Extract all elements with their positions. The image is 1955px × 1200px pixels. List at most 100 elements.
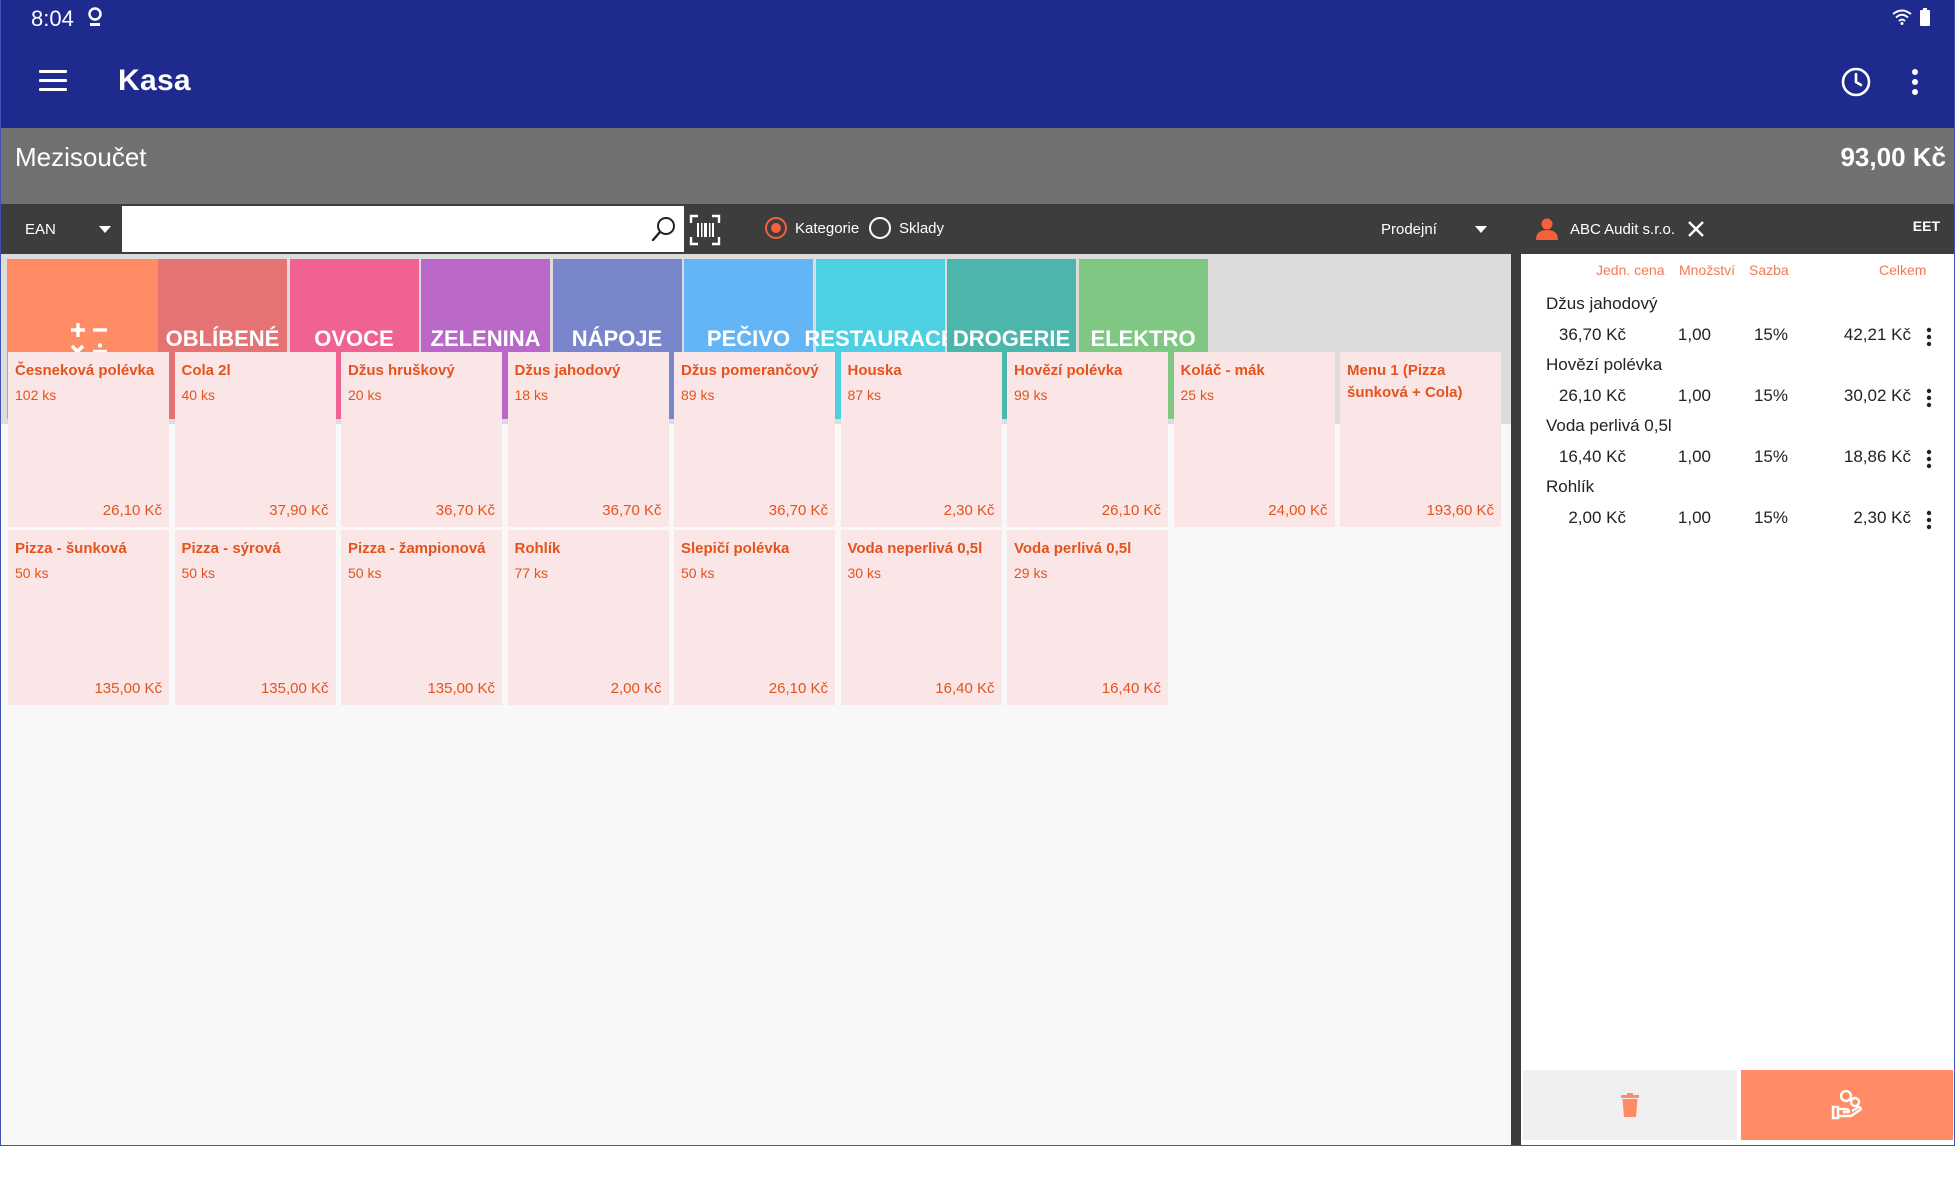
filter-option-kategorie[interactable]: Kategorie — [765, 217, 859, 239]
hamburger-icon-line — [39, 79, 67, 82]
product-name: Pizza - žampionová — [348, 540, 486, 557]
app-bar: 8:04 Kasa — [1, 0, 1954, 128]
cart-item-rate: 15% — [1753, 508, 1788, 527]
cart-panel: Jedn. cena Množství Sazba Celkem Džus ja… — [1521, 254, 1954, 1145]
status-icons — [1892, 8, 1930, 26]
product-name: Džus hruškový — [348, 362, 455, 379]
filter-option-label: Kategorie — [795, 219, 860, 237]
cart-item-name: Voda perlivá 0,5l — [1546, 416, 1672, 435]
search-type-dropdown[interactable]: EAN — [11, 204, 119, 254]
product-stock: 102 ks — [15, 387, 57, 403]
filter-option-sklady[interactable]: Sklady — [869, 217, 944, 239]
pay-button[interactable] — [1741, 1070, 1953, 1140]
product-tile[interactable]: Houska 87 ks 2,30 Kč — [840, 352, 1002, 527]
cart-row[interactable]: Voda perlivá 0,5l 16,40 Kč 1,00 15% 18,86 Kč — [1521, 416, 1954, 474]
cart-row[interactable]: Hovězí polévka 26,10 Kč 1,00 15% 30,02 Kč — [1521, 355, 1954, 413]
more-vertical-icon[interactable] — [1926, 327, 1932, 347]
product-price: 16,40 Kč — [935, 680, 995, 697]
eet-label: EET — [1912, 218, 1940, 234]
column-header-rate: Sazba — [1749, 262, 1789, 278]
more-vertical-icon[interactable] — [1910, 68, 1920, 96]
cart-row[interactable]: Rohlík 2,00 Kč 1,00 15% 2,30 Kč — [1521, 477, 1954, 535]
subtotal-bar: Mezisoučet 93,00 Kč — [1, 128, 1954, 204]
trash-icon — [1621, 1093, 1639, 1117]
product-name: Koláč - mák — [1180, 362, 1265, 379]
product-name: Pizza - šunková — [15, 540, 127, 557]
product-stock: 89 ks — [681, 387, 715, 403]
column-header-total: Celkem — [1879, 262, 1927, 278]
cart-item-name: Džus jahodový — [1546, 294, 1658, 313]
product-name: Česneková polévka — [15, 362, 155, 379]
barcode-scan-icon[interactable] — [689, 214, 721, 246]
cart-item-total: 18,86 Kč — [1843, 447, 1911, 466]
product-tile[interactable]: Džus hruškový 20 ks 36,70 Kč — [341, 352, 502, 527]
chevron-down-icon — [1475, 226, 1487, 233]
cart-item-total: 2,30 Kč — [1853, 508, 1911, 527]
product-price: 36,70 Kč — [768, 502, 828, 519]
radio-unselected-icon — [869, 217, 891, 239]
product-tile[interactable]: Džus pomerančový 89 ks 36,70 Kč — [674, 352, 835, 527]
cart-item-quantity: 1,00 — [1677, 447, 1711, 466]
product-stock: 87 ks — [847, 387, 881, 403]
product-tile[interactable]: Pizza - sýrová 50 ks 135,00 Kč — [174, 530, 336, 705]
customer-name: ABC Audit s.r.o. — [1570, 220, 1676, 238]
product-price: 26,10 Kč — [1101, 502, 1161, 519]
search-icon[interactable] — [651, 216, 677, 242]
subtotal-value: 93,00 Kč — [1840, 142, 1946, 172]
product-tile[interactable]: Džus jahodový 18 ks 36,70 Kč — [507, 352, 669, 527]
hand-pay-icon — [1831, 1090, 1862, 1120]
more-vertical-icon[interactable] — [1926, 388, 1932, 408]
product-stock: 50 ks — [348, 565, 382, 581]
product-price: 135,00 Kč — [94, 680, 162, 697]
product-tile[interactable]: Česneková polévka 102 ks 26,10 Kč — [8, 352, 169, 527]
product-tile[interactable]: Pizza - šunková 50 ks 135,00 Kč — [8, 530, 169, 705]
radio-selected-icon — [765, 217, 787, 239]
product-price: 26,10 Kč — [768, 680, 828, 697]
product-name: Houska — [847, 362, 902, 379]
pos-app: 8:04 Kasa — [0, 0, 1955, 1146]
product-tile[interactable]: Hovězí polévka 99 ks 26,10 Kč — [1007, 352, 1168, 527]
product-name: Pizza - sýrová — [181, 540, 281, 557]
clock-icon[interactable] — [1840, 66, 1872, 98]
product-tile[interactable]: Voda neperlivá 0,5l 30 ks 16,40 Kč — [840, 530, 1002, 705]
customer-selector[interactable]: ABC Audit s.r.o. — [1536, 204, 1705, 254]
product-tile[interactable]: Menu 1 (Pizza šunková + Cola) 193,60 Kč — [1340, 352, 1501, 527]
product-stock: 50 ks — [681, 565, 715, 581]
product-stock: 50 ks — [181, 565, 215, 581]
search-input[interactable] — [122, 206, 684, 252]
product-price: 26,10 Kč — [102, 502, 162, 519]
product-price: 2,30 Kč — [943, 502, 995, 519]
hamburger-icon — [39, 70, 67, 73]
product-name: Rohlík — [514, 540, 561, 557]
product-tile[interactable]: Rohlík 77 ks 2,00 Kč — [507, 530, 669, 705]
close-icon[interactable] — [1687, 220, 1705, 238]
product-tile[interactable]: Cola 2l 40 ks 37,90 Kč — [174, 352, 336, 527]
product-price: 24,00 Kč — [1268, 502, 1328, 519]
more-vertical-icon[interactable] — [1926, 449, 1932, 469]
column-header-quantity: Množství — [1679, 262, 1736, 278]
product-tile[interactable]: Pizza - žampionová 50 ks 135,00 Kč — [341, 530, 502, 705]
product-name: Slepičí polévka — [681, 540, 790, 557]
product-price: 2,00 Kč — [610, 680, 662, 697]
menu-button[interactable] — [39, 70, 69, 94]
cart-row[interactable]: Džus jahodový 36,70 Kč 1,00 15% 42,21 Kč — [1521, 294, 1954, 352]
product-price: 36,70 Kč — [602, 502, 662, 519]
delete-button[interactable] — [1523, 1070, 1737, 1140]
cart-item-unit-price: 26,10 Kč — [1558, 386, 1626, 405]
person-icon — [1536, 218, 1558, 240]
product-tile[interactable]: Koláč - mák 25 ks 24,00 Kč — [1173, 352, 1335, 527]
cart-item-rate: 15% — [1753, 325, 1788, 344]
page-title: Kasa — [118, 64, 191, 97]
cart-item-rate: 15% — [1753, 386, 1788, 405]
product-tile[interactable]: Voda perlivá 0,5l 29 ks 16,40 Kč — [1007, 530, 1168, 705]
stock-dropdown[interactable]: Prodejní — [1381, 204, 1491, 254]
cart-item-unit-price: 16,40 Kč — [1558, 447, 1626, 466]
product-stock: 99 ks — [1014, 387, 1048, 403]
product-price: 193,60 Kč — [1426, 502, 1494, 519]
column-header-unit-price: Jedn. cena — [1596, 262, 1665, 278]
more-vertical-icon[interactable] — [1926, 510, 1932, 530]
product-tile[interactable]: Slepičí polévka 50 ks 26,10 Kč — [674, 530, 835, 705]
product-stock: 30 ks — [847, 565, 881, 581]
eet-icon[interactable]: EET — [1913, 218, 1940, 234]
product-name: Menu 1 (Pizza šunková + Cola) — [1347, 362, 1463, 401]
